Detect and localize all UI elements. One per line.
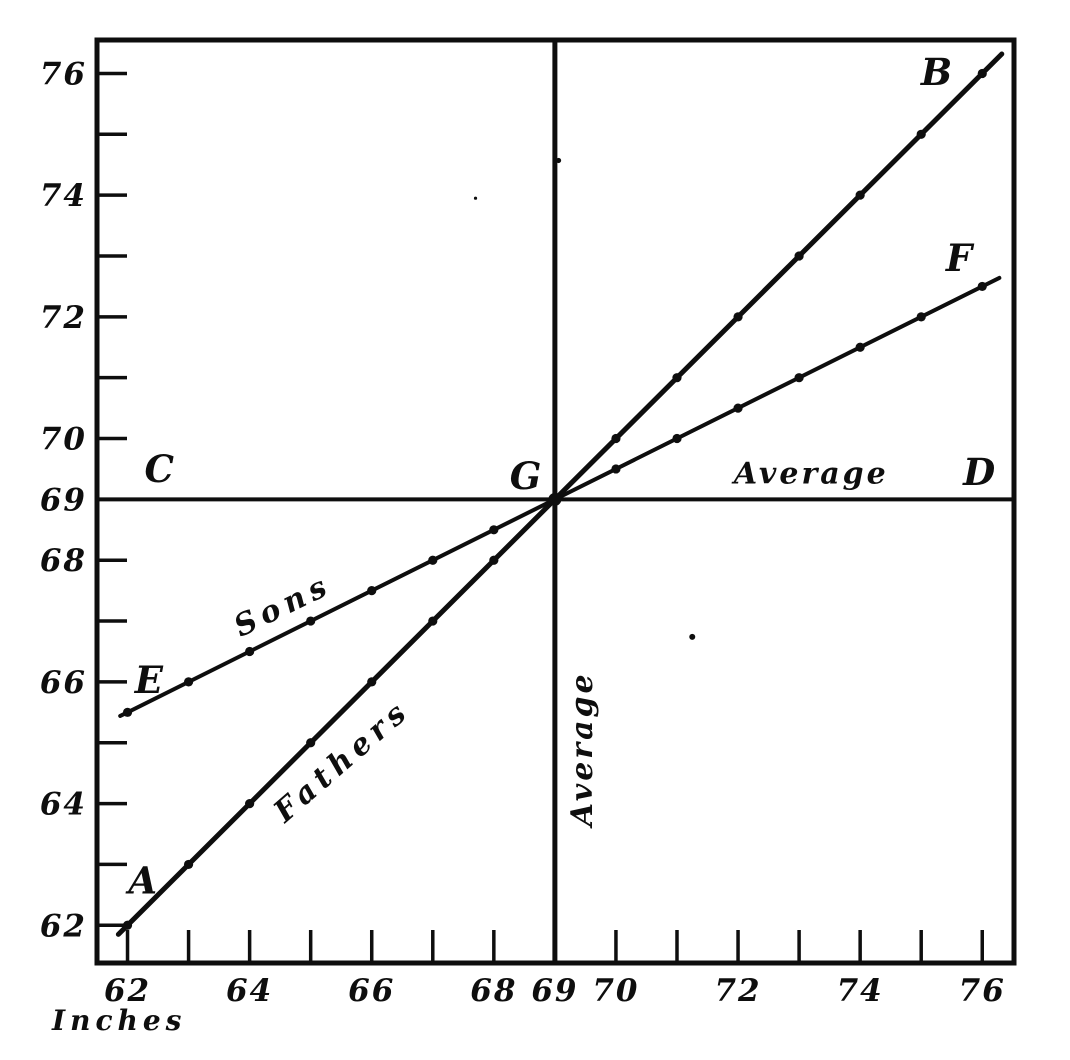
point-label-E: E <box>134 658 164 702</box>
y-tick-label: 68 <box>40 543 87 579</box>
sons-data-point <box>306 616 316 626</box>
fathers-data-point <box>183 859 194 870</box>
fathers-line <box>115 51 1005 937</box>
x-tick-label: 66 <box>348 973 395 1009</box>
x-tick-label: 72 <box>714 973 761 1009</box>
scan-speck <box>555 157 562 164</box>
sons-data-point <box>611 464 621 474</box>
x-tick-label: 62 <box>104 973 151 1009</box>
fathers-data-point <box>489 555 499 565</box>
sons-data-point <box>672 433 682 444</box>
fathers-data-point <box>916 129 926 139</box>
scan-speck <box>473 196 478 200</box>
sons-data-point <box>794 373 804 383</box>
intersection-point-G <box>548 492 562 506</box>
point-label-A: A <box>125 858 157 902</box>
fathers-data-point <box>428 616 438 626</box>
y-tick-label: 72 <box>40 300 87 336</box>
sons-data-point <box>428 555 438 565</box>
sons-data-point <box>916 312 926 322</box>
x-tick-label: 69 <box>531 973 578 1009</box>
scan-speck <box>689 633 696 640</box>
fathers-data-point <box>122 920 133 930</box>
sons-data-point <box>245 646 255 657</box>
x-tick-label: 68 <box>470 973 517 1009</box>
y-tick-label: 64 <box>40 787 87 823</box>
sons-data-point <box>122 707 133 717</box>
average-label: Average <box>731 456 889 491</box>
fathers-data-point <box>733 312 743 322</box>
x-tick-label: 74 <box>837 973 884 1009</box>
x-tick-label: 76 <box>959 973 1006 1009</box>
point-label-C: C <box>145 447 175 491</box>
fathers-data-point <box>977 68 987 79</box>
y-tick-label: 70 <box>40 422 87 458</box>
fathers-data-point <box>855 190 865 200</box>
sons-data-point <box>733 403 743 413</box>
fathers-data-point <box>672 373 682 383</box>
fathers-data-point <box>367 677 377 687</box>
fathers-data-point <box>794 251 804 261</box>
x-tick-label: 70 <box>592 973 639 1009</box>
y-tick-label: 69 <box>40 482 87 518</box>
y-tick-label: 62 <box>40 908 87 944</box>
sons-data-point <box>977 281 987 292</box>
sons-data-point <box>489 525 499 535</box>
point-label-D: D <box>962 450 995 494</box>
y-tick-label: 66 <box>40 665 87 701</box>
point-label-F: F <box>945 236 975 280</box>
y-tick-label: 74 <box>40 178 87 214</box>
x-axis-unit-label: Inches <box>51 1004 186 1037</box>
sons-data-point <box>367 586 377 596</box>
fathers-data-point <box>245 798 255 809</box>
sons-data-point <box>183 677 194 687</box>
fathers-data-point <box>611 433 621 444</box>
average-label: Average <box>565 671 600 829</box>
y-tick-label: 76 <box>40 56 87 92</box>
x-tick-label: 64 <box>226 973 273 1009</box>
point-label-G: G <box>510 454 542 498</box>
fathers-data-point <box>306 738 316 748</box>
sons-data-point <box>855 342 865 352</box>
point-label-B: B <box>920 50 952 94</box>
